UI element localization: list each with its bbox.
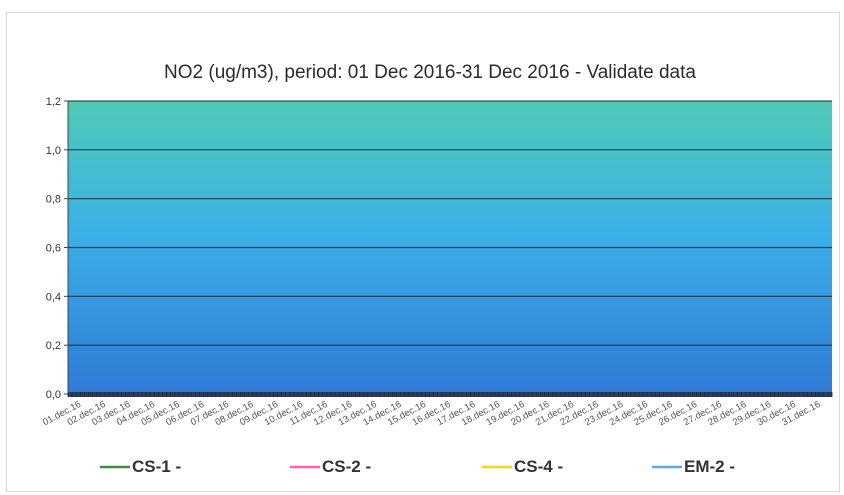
legend-label: EM-2 - bbox=[684, 457, 735, 476]
x-axis: 01.dec.1602.dec.1603.dec.1604.dec.1605.d… bbox=[41, 392, 833, 428]
chart-title: NO2 (ug/m3), period: 01 Dec 2016-31 Dec … bbox=[164, 62, 696, 83]
y-tick-label: 0,0 bbox=[46, 389, 61, 401]
y-tick-label: 1,0 bbox=[46, 145, 61, 157]
legend-label: CS-1 - bbox=[132, 457, 181, 476]
y-tick-label: 1,2 bbox=[46, 96, 61, 108]
legend-label: CS-2 - bbox=[322, 457, 371, 476]
y-tick-label: 0,6 bbox=[46, 243, 61, 255]
legend-label: CS-4 - bbox=[514, 457, 563, 476]
gridlines bbox=[68, 100, 832, 395]
y-axis: 0,0 0,2 0,4 0,6 0,8 1,0 1,2 bbox=[46, 96, 69, 401]
y-tick-label: 0,8 bbox=[46, 194, 61, 206]
legend: CS-1 - CS-2 - CS-4 - EM-2 - bbox=[100, 457, 735, 476]
y-tick-label: 0,4 bbox=[46, 291, 61, 303]
y-tick-label: 0,2 bbox=[46, 340, 61, 352]
